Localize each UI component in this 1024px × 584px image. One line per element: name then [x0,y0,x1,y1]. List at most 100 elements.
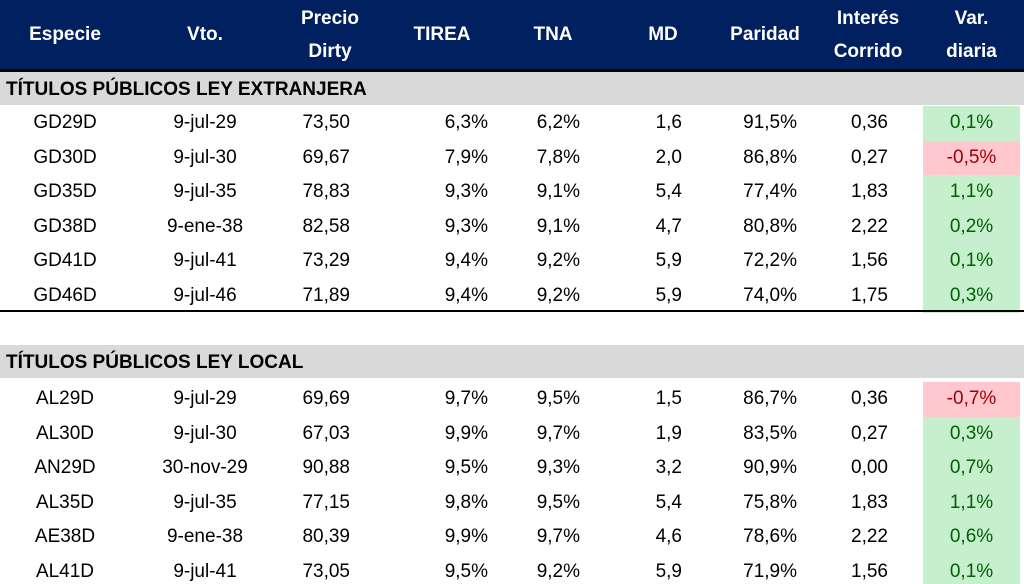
cell-var: 0,2% [923,209,1020,244]
cell-md: 3,2 [655,457,682,478]
table-row: GD46D 9-jul-46 71,89 9,4% 9,2% 5,9 74,0% 1,75 0,… [0,278,1024,313]
cell-md: 2,0 [655,146,682,168]
cell-paridad: 75,8% [743,491,797,513]
cell-interes: 0,36 [851,112,888,133]
cell-interes: 0,27 [851,422,888,444]
cell-tirea: 9,9% [444,422,488,444]
cell-paridad: 77,4% [743,181,797,202]
cell-interes: 1,83 [851,181,888,202]
cell-interes: 1,56 [851,250,888,271]
cell-paridad: 90,9% [743,457,797,478]
cell-paridad: 86,7% [743,388,797,409]
cell-tna: 9,5% [536,491,580,513]
section-title-ley-local: TÍTULOS PÚBLICOS LEY LOCAL [0,345,1024,378]
cell-vto: 9-jul-35 [173,181,237,202]
cell-vto: 9-jul-29 [173,388,237,409]
header-vto-label: Vto. [187,24,223,45]
header-md-label: MD [648,24,678,45]
cell-var: 0,3% [923,278,1020,313]
cell-paridad: 74,0% [743,284,797,306]
cell-tna: 9,1% [536,181,580,202]
cell-md: 1,9 [655,422,682,444]
section-divider [0,310,1024,312]
header-interes-corrido: Interés Corrido [818,0,918,69]
cell-precio: 82,58 [302,215,350,237]
cell-especie: AL29D [35,388,95,409]
cell-vto: 9-jul-41 [173,250,237,271]
cell-vto: 9-ene-38 [166,215,244,237]
cell-md: 1,6 [655,112,682,133]
cell-especie: GD30D [33,146,97,168]
cell-tna: 9,3% [536,457,580,478]
table-row: GD35D 9-jul-35 78,83 9,3% 9,1% 5,4 77,4% 1,83 1,… [0,175,1024,210]
cell-md: 5,9 [655,250,682,271]
header-precio-dirty: Precio Dirty [280,0,380,69]
cell-var: -0,5% [923,140,1020,175]
cell-tna: 9,5% [536,388,580,409]
table-row: GD41D 9-jul-41 73,29 9,4% 9,2% 5,9 72,2% 1,56 0,… [0,244,1024,279]
table-row: AL41D 9-jul-41 73,05 9,5% 9,2% 5,9 71,9% 1,56 0,… [0,554,1024,584]
header-tna-label: TNA [533,24,573,45]
header-tirea-label: TIREA [413,24,471,45]
cell-precio: 73,05 [302,560,350,582]
cell-md: 4,6 [655,526,682,547]
table-row: AN29D 30-nov-29 90,88 9,5% 9,3% 3,2 90,9% 0,00 0… [0,451,1024,486]
header-interes-line2: Corrido [833,40,903,62]
cell-precio: 73,29 [302,250,350,271]
cell-interes: 1,75 [851,284,888,306]
header-paridad: Paridad [715,0,815,69]
cell-interes: 0,36 [851,388,888,409]
cell-md: 1,5 [655,388,682,409]
cell-precio: 80,39 [302,526,350,547]
cell-vto: 9-jul-46 [173,284,237,306]
cell-vto: 9-jul-30 [173,146,237,168]
table-header: Especie Vto. Precio Dirty TIREA TNA MD Pa… [0,0,1024,72]
header-especie-label: Especie [29,24,101,45]
cell-especie: AL41D [35,560,95,582]
cell-tirea: 9,5% [444,560,488,582]
cell-interes: 0,00 [851,457,888,478]
cell-tna: 9,2% [536,250,580,271]
cell-paridad: 86,8% [743,146,797,168]
cell-tirea: 6,3% [444,112,488,133]
cell-tna: 9,7% [536,526,580,547]
cell-especie: AL30D [35,422,95,444]
cell-var: -0,7% [923,382,1020,417]
cell-var: 1,1% [923,485,1020,520]
cell-especie: GD46D [33,284,97,306]
cell-especie: AL35D [35,491,95,513]
cell-precio: 69,69 [302,388,350,409]
cell-paridad: 72,2% [743,250,797,271]
cell-vto: 9-jul-30 [173,422,237,444]
header-precio-line1: Precio [300,7,360,29]
cell-paridad: 83,5% [743,422,797,444]
cell-tirea: 9,3% [444,215,488,237]
cell-tirea: 7,9% [444,146,488,168]
cell-tna: 7,8% [536,146,580,168]
cell-var: 0,6% [923,520,1020,555]
header-tna: TNA [508,0,598,69]
header-tirea: TIREA [397,0,487,69]
section-title-ley-extranjera: TÍTULOS PÚBLICOS LEY EXTRANJERA [0,72,1024,105]
cell-precio: 73,50 [302,112,350,133]
cell-precio: 77,15 [302,491,350,513]
cell-md: 5,9 [655,284,682,306]
cell-vto: 9-jul-35 [173,491,237,513]
header-paridad-label: Paridad [730,24,800,45]
cell-interes: 2,22 [851,526,888,547]
cell-tirea: 9,4% [444,250,488,271]
table-row: GD29D 9-jul-29 73,50 6,3% 6,2% 1,6 91,5% 0,36 0,… [0,106,1024,141]
cell-vto: 9-jul-41 [173,560,237,582]
cell-precio: 69,67 [302,146,350,168]
table-row: GD38D 9-ene-38 82,58 9,3% 9,1% 4,7 80,8% 2,22 0,… [0,209,1024,244]
cell-precio: 67,03 [302,422,350,444]
table-row: AL29D 9-jul-29 69,69 9,7% 9,5% 1,5 86,7% 0,36 -0… [0,382,1024,417]
table-row: AL35D 9-jul-35 77,15 9,8% 9,5% 5,4 75,8% 1,83 1,… [0,485,1024,520]
cell-vto: 30-nov-29 [162,457,248,478]
cell-especie: GD35D [33,181,97,202]
cell-precio: 78,83 [302,181,350,202]
header-interes-line1: Interés [836,7,900,29]
header-var-line1: Var. [954,7,989,29]
cell-especie: GD29D [33,112,97,133]
